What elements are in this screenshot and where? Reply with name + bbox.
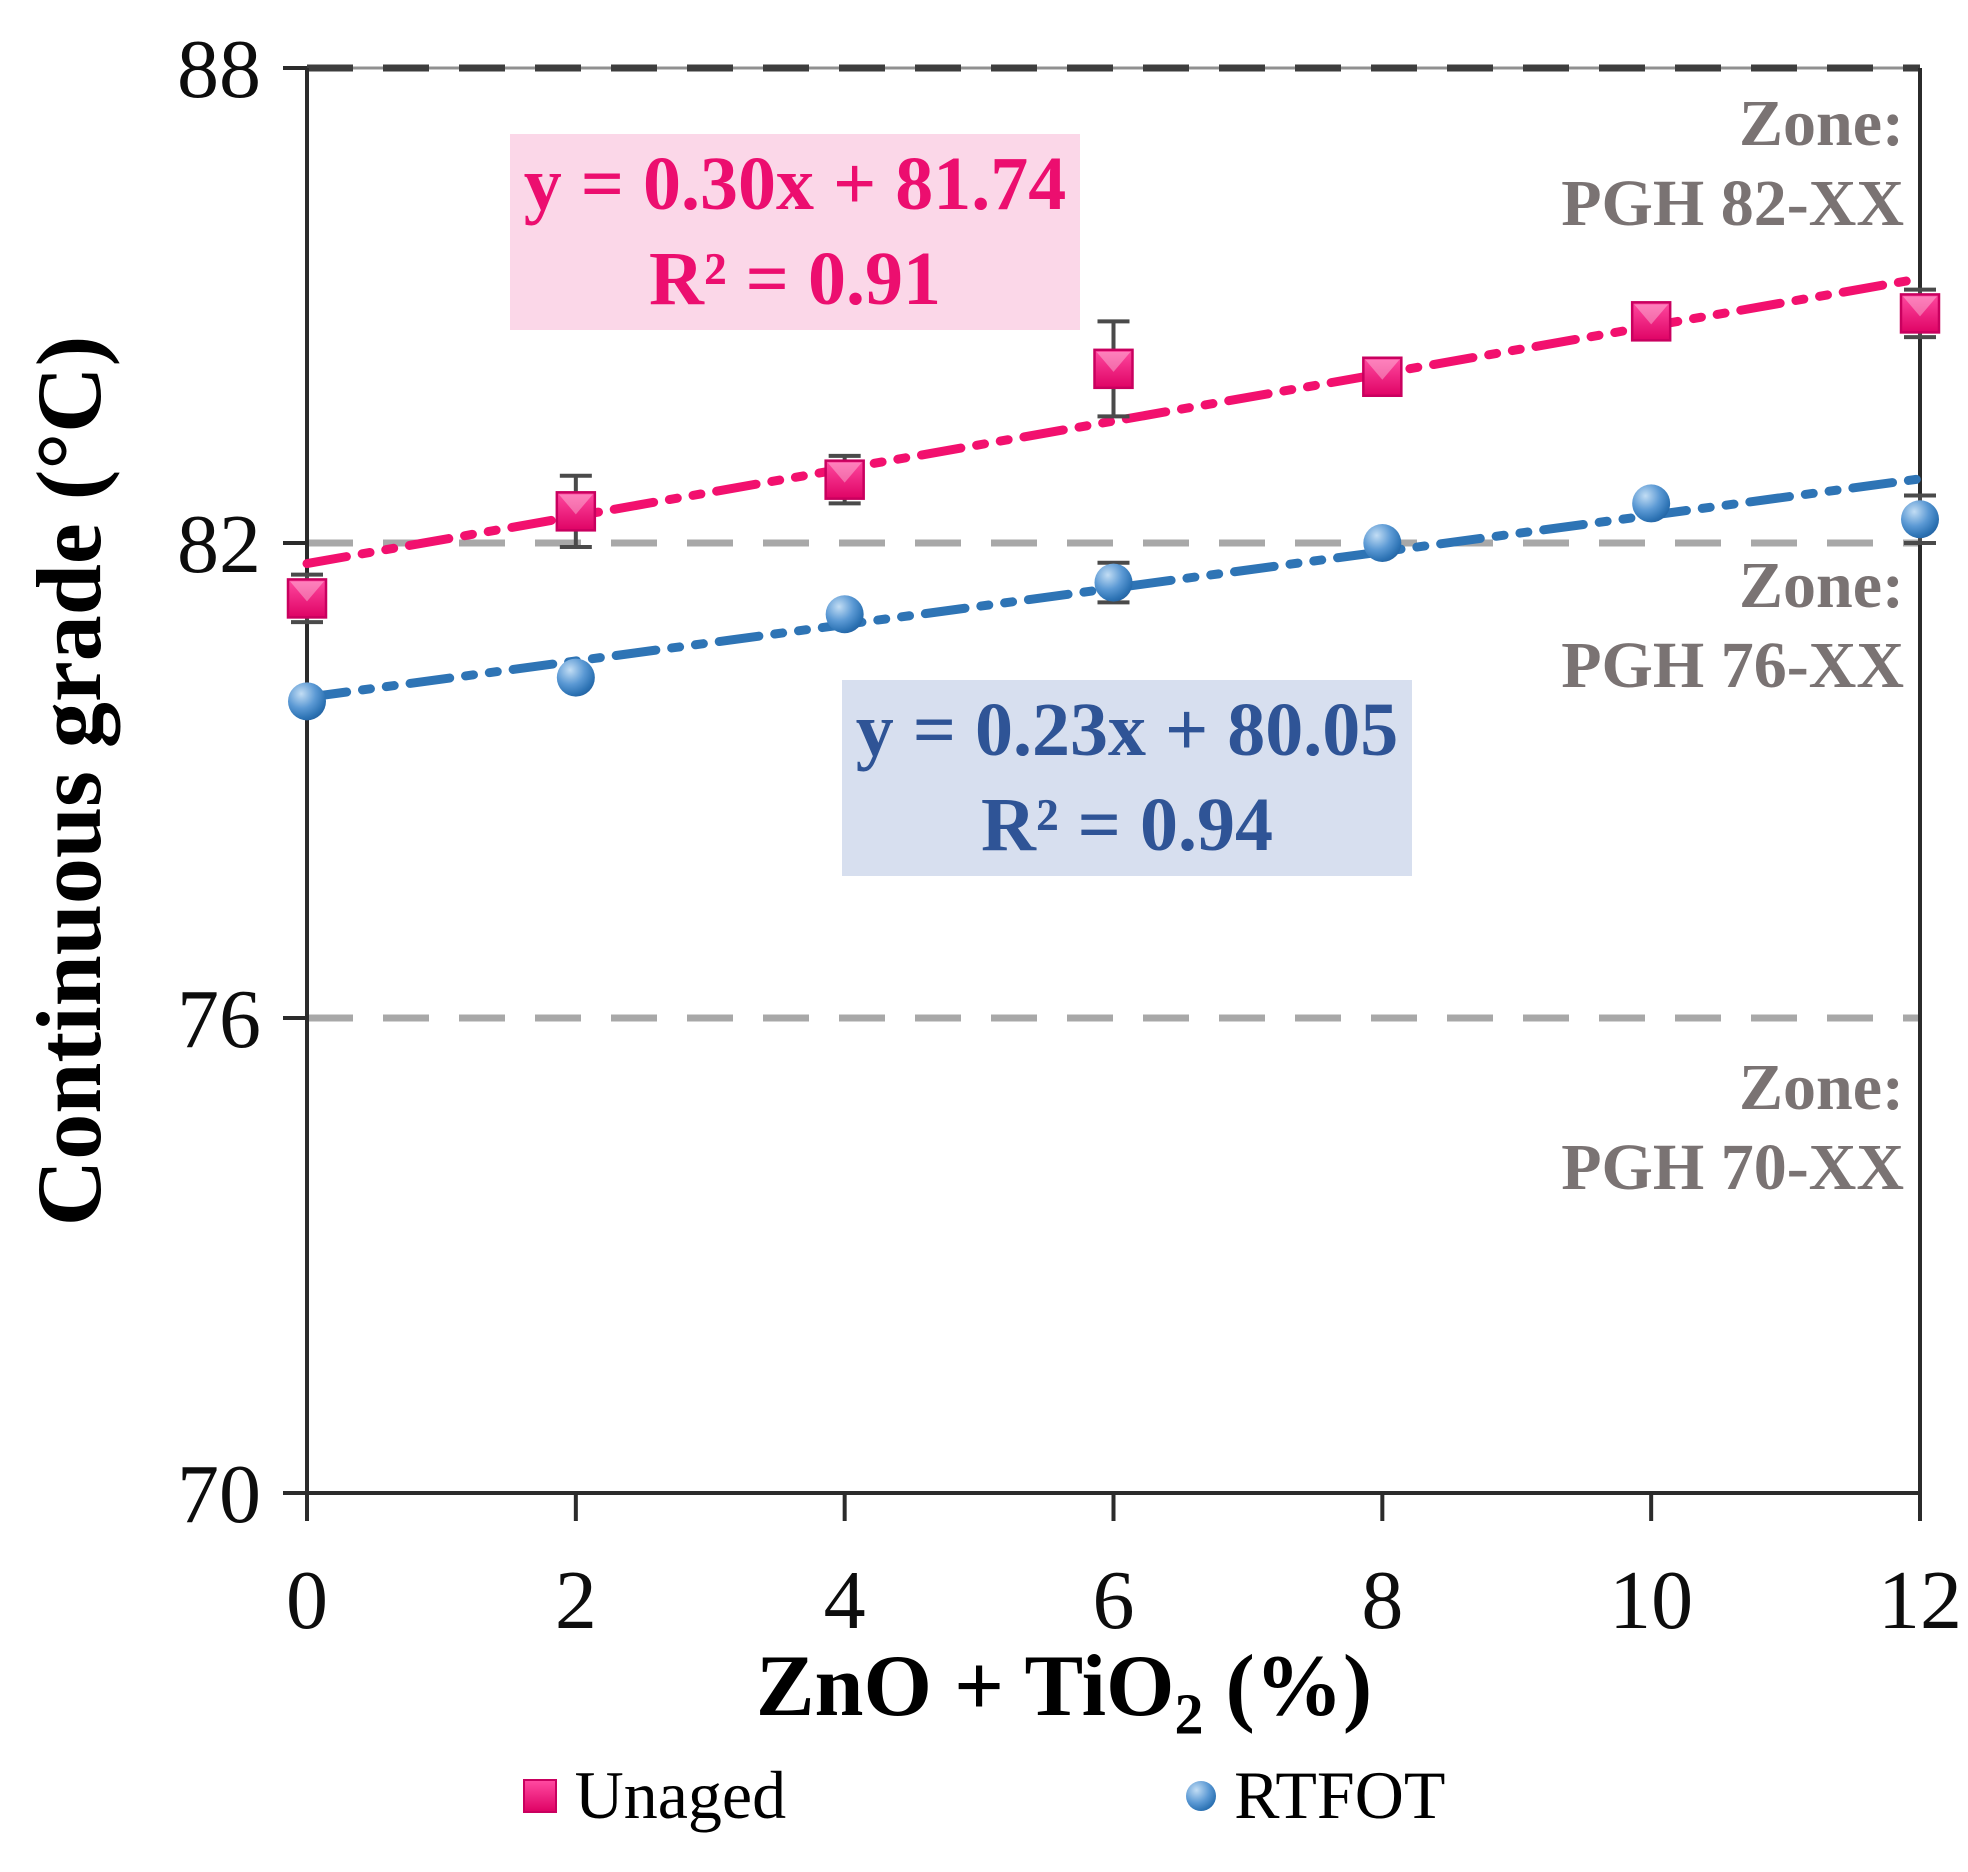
marker-unaged-8: [1362, 356, 1403, 397]
rtfot-equation-box: y = 0.23x + 80.05 R² = 0.94: [842, 680, 1412, 876]
marker-unaged-0-bevel: [290, 581, 324, 602]
y-axis-title-wrap: Continuous grade (°C): [0, 68, 154, 1493]
zone-82-line2: PGH 82-XX: [1561, 167, 1904, 240]
marker-unaged-4: [824, 459, 865, 500]
zone-70-line2: PGH 70-XX: [1561, 1131, 1904, 1204]
marker-unaged-0: [286, 578, 328, 619]
marker-unaged-12: [1899, 293, 1941, 334]
rtfot-equation: y = 0.23x + 80.05: [855, 688, 1399, 772]
marker-rtfot-6: [1094, 563, 1133, 602]
x-tick-label-10: 10: [1609, 1554, 1693, 1647]
x-axis-title: ZnO + TiO2 (%): [160, 1636, 1968, 1748]
rtfot-circle-marker-icon: [1186, 1780, 1217, 1811]
marker-unaged-8-bevel: [1365, 359, 1400, 380]
marker-rtfot-8: [1363, 524, 1402, 562]
marker-rtfot-2: [556, 658, 595, 697]
zone-76-line1: Zone:: [1739, 549, 1904, 622]
marker-unaged-2-bevel: [558, 494, 593, 515]
marker-unaged-12-bevel: [1903, 296, 1937, 317]
zone-label-pgh-70: Zone: PGH 70-XX: [1561, 1048, 1904, 1208]
marker-rtfot-12: [1901, 500, 1939, 539]
unaged-r-squared: R² = 0.91: [649, 237, 941, 321]
x-axis-title-text: ZnO + TiO: [755, 1638, 1175, 1735]
legend-item-unaged: Unaged: [522, 1756, 787, 1835]
marker-unaged-10-bevel: [1634, 304, 1669, 325]
marker-rtfot-0: [288, 682, 326, 721]
x-tick-label-4: 4: [824, 1554, 866, 1647]
x-tick-label-12: 12: [1878, 1554, 1962, 1647]
x-axis-title-subscript: 2: [1174, 1681, 1204, 1747]
marker-unaged-6: [1093, 348, 1134, 390]
y-tick-label-88: 88: [177, 23, 261, 116]
chart-legend: Unaged RTFOT: [0, 1756, 1968, 1835]
y-tick-label-76: 76: [177, 973, 261, 1066]
marker-unaged-4-bevel: [827, 462, 862, 483]
zone-label-pgh-76: Zone: PGH 76-XX: [1561, 546, 1904, 706]
zone-label-pgh-82: Zone: PGH 82-XX: [1561, 84, 1904, 244]
y-tick-label-70: 70: [177, 1448, 261, 1541]
legend-label-unaged: Unaged: [574, 1757, 787, 1833]
zone-82-line1: Zone:: [1739, 87, 1904, 160]
x-tick-label-8: 8: [1361, 1554, 1403, 1647]
unaged-square-marker-icon: [522, 1778, 557, 1813]
y-axis-title: Continuous grade (°C): [18, 335, 121, 1226]
x-tick-label-6: 6: [1093, 1554, 1135, 1647]
y-tick-label-82: 82: [177, 498, 261, 591]
marker-rtfot-10: [1632, 484, 1671, 523]
legend-item-rtfot: RTFOT: [1186, 1756, 1445, 1835]
unaged-equation: y = 0.30x + 81.74: [523, 142, 1067, 226]
marker-unaged-6-bevel: [1096, 351, 1131, 372]
marker-unaged-10: [1630, 301, 1672, 342]
x-tick-label-2: 2: [555, 1554, 597, 1647]
zone-70-line1: Zone:: [1739, 1051, 1904, 1124]
marker-rtfot-4: [825, 595, 864, 634]
unaged-equation-box: y = 0.30x + 81.74 R² = 0.91: [510, 134, 1080, 330]
x-tick-label-0: 0: [286, 1554, 328, 1647]
zone-76-line2: PGH 76-XX: [1561, 629, 1904, 702]
x-axis-title-unit: (%): [1203, 1638, 1373, 1735]
marker-unaged-2: [555, 491, 597, 532]
legend-label-rtfot: RTFOT: [1234, 1757, 1446, 1833]
rtfot-r-squared: R² = 0.94: [981, 783, 1273, 867]
